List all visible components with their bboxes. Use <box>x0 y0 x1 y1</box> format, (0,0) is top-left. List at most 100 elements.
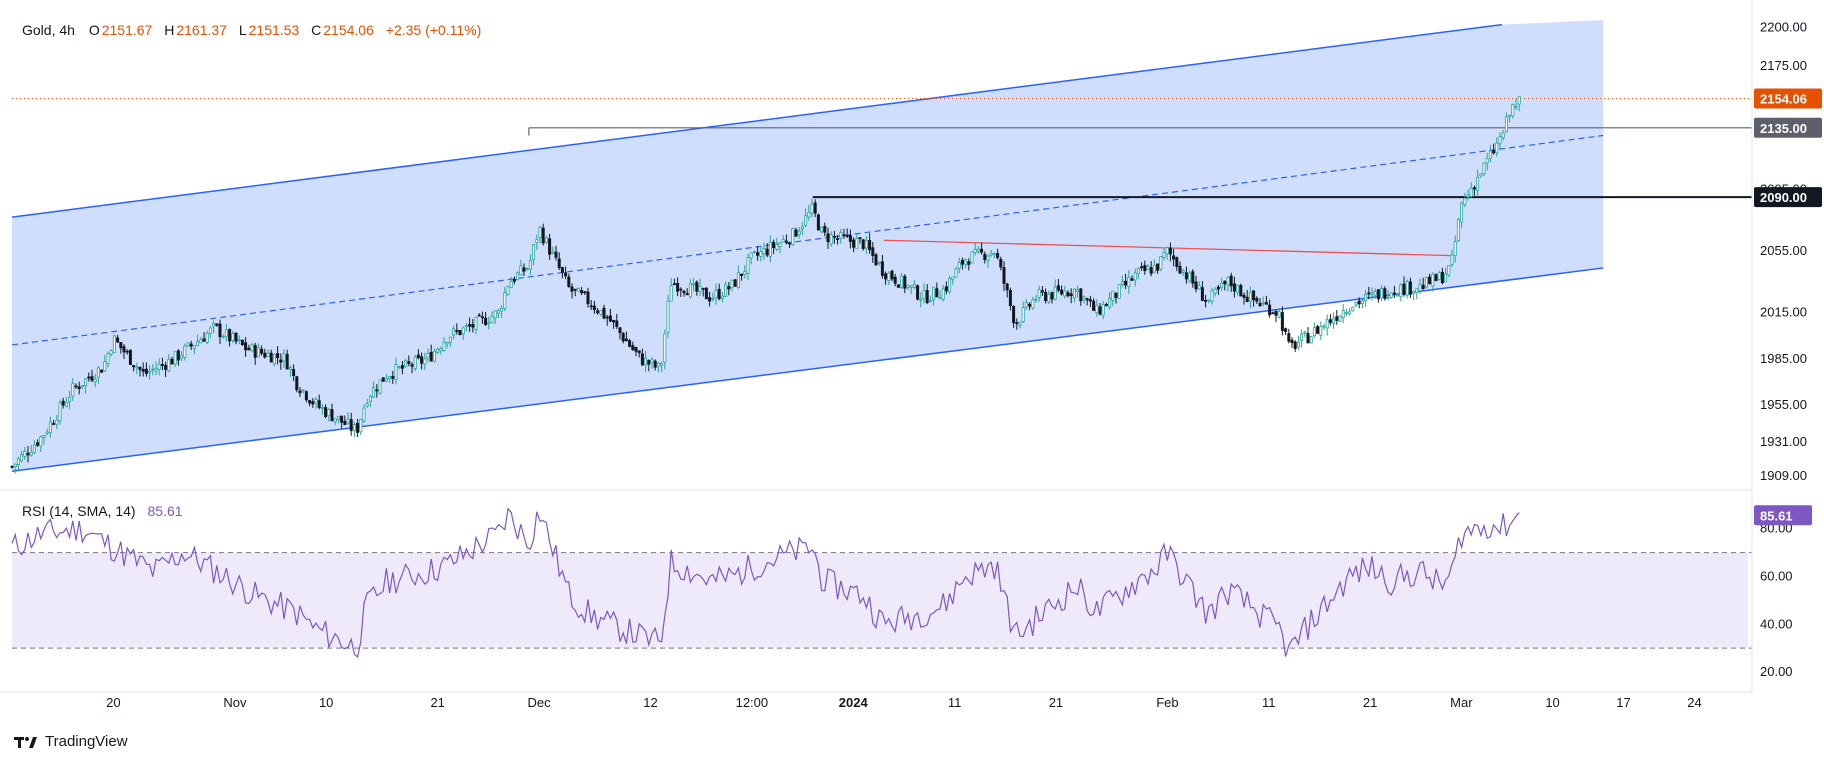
candle-body[interactable] <box>608 315 612 322</box>
candle-body[interactable] <box>922 289 926 299</box>
candle-body[interactable] <box>1184 272 1188 280</box>
candle-body[interactable] <box>1402 283 1406 295</box>
candle-body[interactable] <box>1492 150 1496 154</box>
candle-body[interactable] <box>1181 270 1185 273</box>
candle-body[interactable] <box>1373 291 1377 296</box>
candle-body[interactable] <box>644 357 648 366</box>
candle-body[interactable] <box>1031 299 1035 309</box>
candle-body[interactable] <box>384 378 388 382</box>
candle-body[interactable] <box>448 336 452 343</box>
candle-body[interactable] <box>967 261 971 265</box>
candle-body[interactable] <box>260 348 264 354</box>
candle-body[interactable] <box>192 345 196 349</box>
candle-body[interactable] <box>528 260 532 270</box>
candle-body[interactable] <box>314 399 318 404</box>
candle-body[interactable] <box>1472 187 1476 190</box>
candle-body[interactable] <box>13 463 17 468</box>
candle-body[interactable] <box>807 211 811 218</box>
rsi-line[interactable] <box>11 507 1520 659</box>
candle-body[interactable] <box>1050 292 1054 300</box>
candle-body[interactable] <box>573 288 577 291</box>
candle-body[interactable] <box>1002 267 1006 284</box>
candle-body[interactable] <box>794 229 798 237</box>
candle-body[interactable] <box>896 284 900 288</box>
candle-body[interactable] <box>1399 284 1403 298</box>
candle-body[interactable] <box>282 353 286 362</box>
candle-body[interactable] <box>1306 333 1310 344</box>
candle-body[interactable] <box>762 248 766 255</box>
candle-body[interactable] <box>1482 162 1486 175</box>
candle-body[interactable] <box>272 353 276 365</box>
candle-body[interactable] <box>759 251 763 257</box>
candle-body[interactable] <box>413 356 417 369</box>
candle-body[interactable] <box>1428 276 1432 285</box>
price-pane[interactable] <box>10 20 1752 474</box>
candle-body[interactable] <box>1236 284 1240 293</box>
candle-body[interactable] <box>1117 284 1121 299</box>
candle-body[interactable] <box>560 267 564 273</box>
candle-body[interactable] <box>100 369 104 373</box>
candle-body[interactable] <box>263 352 267 358</box>
candle-body[interactable] <box>429 351 433 362</box>
candle-body[interactable] <box>423 358 427 365</box>
candle-body[interactable] <box>804 215 808 226</box>
candle-body[interactable] <box>576 287 580 292</box>
candle-body[interactable] <box>544 237 548 244</box>
candle-body[interactable] <box>343 420 347 425</box>
candle-body[interactable] <box>218 323 222 337</box>
candle-body[interactable] <box>1511 104 1515 117</box>
candle-body[interactable] <box>1460 202 1464 223</box>
candle-body[interactable] <box>480 316 484 319</box>
candle-body[interactable] <box>500 308 504 312</box>
candle-body[interactable] <box>743 271 747 275</box>
candle-body[interactable] <box>1239 284 1243 297</box>
candle-body[interactable] <box>71 383 75 397</box>
candle-body[interactable] <box>996 253 1000 258</box>
candle-body[interactable] <box>874 254 878 266</box>
rsi-name[interactable]: RSI (14, SMA, 14) <box>22 503 136 519</box>
candle-body[interactable] <box>784 240 788 243</box>
candle-body[interactable] <box>484 317 488 326</box>
candle-body[interactable] <box>1082 296 1086 300</box>
candle-body[interactable] <box>538 227 542 238</box>
candle-body[interactable] <box>400 365 404 369</box>
candle-body[interactable] <box>266 352 270 357</box>
candle-body[interactable] <box>928 300 932 303</box>
candle-body[interactable] <box>144 368 148 374</box>
candle-body[interactable] <box>180 355 184 359</box>
candle-body[interactable] <box>992 253 996 255</box>
candle-body[interactable] <box>1140 266 1144 269</box>
candle-body[interactable] <box>980 248 984 253</box>
candle-body[interactable] <box>1284 328 1288 332</box>
candle-body[interactable] <box>1040 290 1044 293</box>
candle-body[interactable] <box>1264 301 1268 305</box>
candle-body[interactable] <box>749 252 753 259</box>
candle-body[interactable] <box>551 251 555 254</box>
candle-body[interactable] <box>1450 254 1454 265</box>
candle-body[interactable] <box>231 333 235 341</box>
candle-body[interactable] <box>455 330 459 332</box>
candle-body[interactable] <box>20 454 24 462</box>
candle-body[interactable] <box>324 407 328 418</box>
candle-body[interactable] <box>176 350 180 361</box>
candle-body[interactable] <box>1133 272 1137 281</box>
candle-body[interactable] <box>839 232 843 239</box>
candle-body[interactable] <box>1258 302 1262 306</box>
candle-body[interactable] <box>1168 247 1172 255</box>
candle-body[interactable] <box>893 276 897 284</box>
candle-body[interactable] <box>340 415 344 423</box>
candle-body[interactable] <box>157 363 161 370</box>
candle-body[interactable] <box>1476 176 1480 191</box>
symbol-name[interactable]: Gold, 4h <box>22 22 75 38</box>
candle-body[interactable] <box>1421 284 1425 289</box>
candle-body[interactable] <box>964 259 968 266</box>
candle-body[interactable] <box>624 338 628 342</box>
candle-body[interactable] <box>1392 292 1396 295</box>
candle-body[interactable] <box>205 332 209 343</box>
candle-body[interactable] <box>852 239 856 248</box>
candle-body[interactable] <box>1053 286 1057 300</box>
candle-body[interactable] <box>436 348 440 353</box>
candle-body[interactable] <box>880 261 884 276</box>
candle-body[interactable] <box>311 401 315 405</box>
candle-body[interactable] <box>957 262 961 269</box>
